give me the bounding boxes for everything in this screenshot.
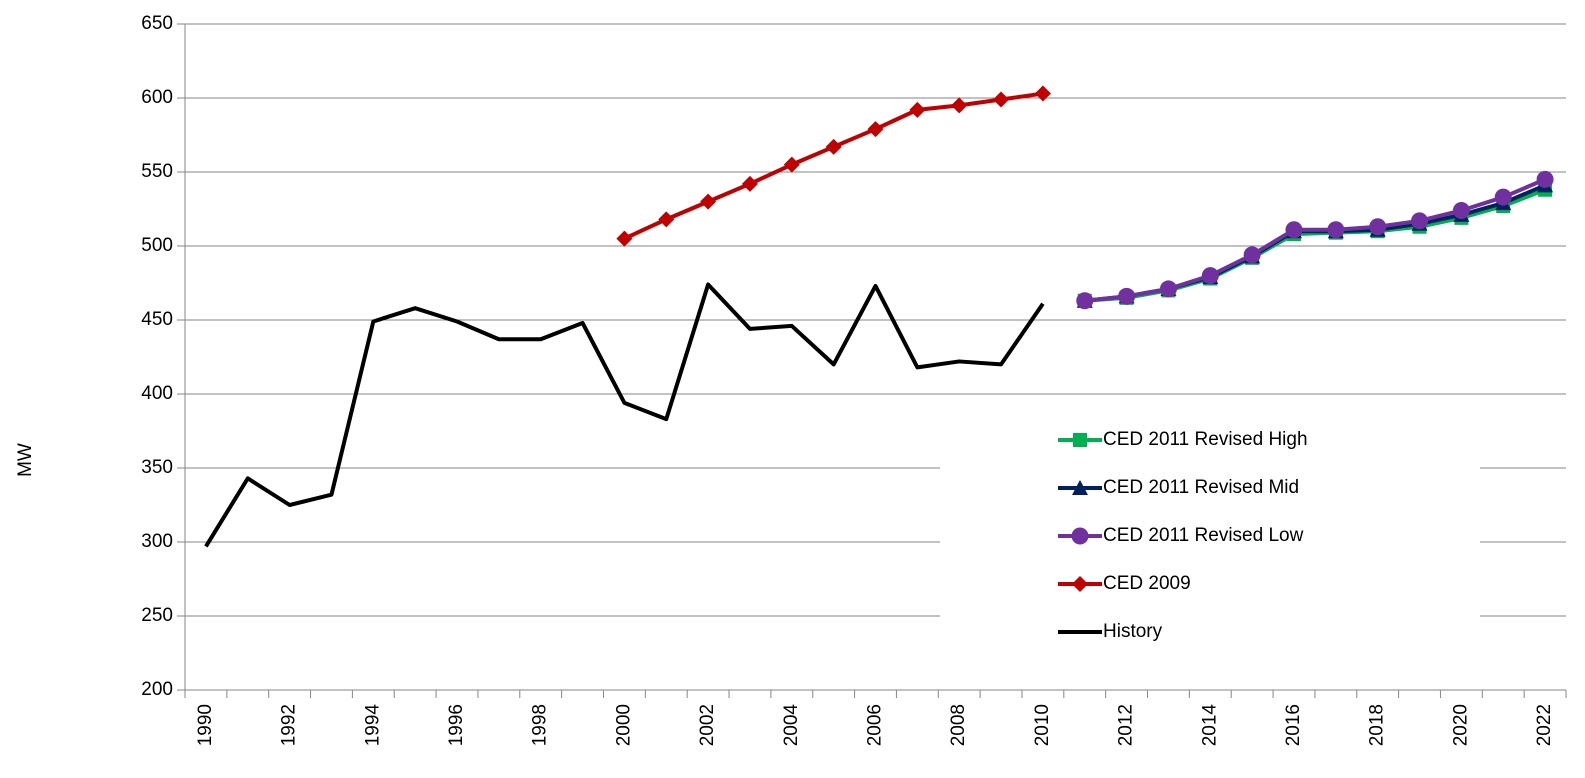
data-point	[783, 156, 800, 173]
data-point	[1118, 287, 1136, 305]
data-point	[1076, 292, 1094, 310]
series-line	[623, 91, 1044, 241]
legend-marker	[1071, 527, 1089, 545]
series-line	[1084, 183, 1546, 303]
series-line	[1084, 177, 1546, 303]
y-tick-label: 500	[141, 235, 173, 256]
legend-label: CED 2011 Revised Low	[1103, 525, 1304, 546]
y-tick-label: 250	[141, 605, 173, 626]
legend	[940, 425, 1480, 661]
data-point	[616, 230, 633, 247]
data-point	[825, 138, 842, 155]
x-tick-label: 2006	[865, 704, 886, 746]
x-tick-label: 2022	[1534, 704, 1555, 746]
legend-marker	[1073, 433, 1087, 447]
data-point	[867, 121, 884, 138]
data-point	[1452, 201, 1470, 219]
data-point	[909, 101, 926, 118]
y-tick-label: 400	[141, 383, 173, 404]
data-point	[1536, 170, 1554, 188]
data-point	[658, 211, 675, 228]
data-point	[1034, 85, 1051, 102]
x-tick-label: 1992	[279, 704, 300, 746]
y-tick-label: 600	[141, 87, 173, 108]
x-tick-label: 2008	[948, 704, 969, 746]
data-point	[1159, 280, 1177, 298]
x-tick-label: 2014	[1199, 704, 1220, 747]
y-tick-label: 300	[141, 531, 173, 552]
y-tick-label: 350	[141, 457, 173, 478]
y-tick-label: 450	[141, 309, 173, 330]
x-tick-label: 2012	[1116, 704, 1137, 746]
legend-label: CED 2009	[1103, 573, 1191, 594]
y-tick-label: 200	[141, 679, 173, 700]
data-point	[1411, 212, 1429, 230]
legend-label: History	[1103, 621, 1163, 642]
y-tick-label: 650	[141, 13, 173, 34]
data-point	[1494, 188, 1512, 206]
x-tick-label: 2016	[1283, 704, 1304, 746]
x-tick-label: 2010	[1032, 704, 1053, 746]
x-tick-label: 2000	[613, 704, 634, 746]
legend-label: CED 2011 Revised High	[1103, 429, 1308, 450]
data-point	[741, 175, 758, 192]
data-point	[951, 97, 968, 114]
data-point	[1243, 246, 1261, 264]
y-axis-label: MW	[15, 443, 36, 477]
x-tick-label: 1996	[446, 704, 467, 746]
series-line	[204, 282, 1045, 548]
x-tick-label: 2004	[781, 704, 802, 747]
x-tick-label: 2002	[697, 704, 718, 746]
x-tick-label: 2018	[1367, 704, 1388, 746]
x-tick-label: 1994	[362, 704, 383, 747]
y-tick-label: 550	[141, 161, 173, 182]
data-point	[1369, 218, 1387, 236]
data-point	[700, 193, 717, 210]
data-point	[1201, 267, 1219, 285]
legend-label: CED 2011 Revised Mid	[1103, 477, 1299, 498]
x-tick-label: 2020	[1450, 704, 1471, 746]
legend-marker	[1072, 576, 1088, 592]
data-point	[993, 91, 1010, 108]
x-tick-label: 1990	[195, 704, 216, 746]
data-point	[1327, 221, 1345, 239]
legend-marker	[1072, 480, 1088, 495]
data-point	[1285, 221, 1303, 239]
x-tick-label: 1998	[530, 704, 551, 746]
